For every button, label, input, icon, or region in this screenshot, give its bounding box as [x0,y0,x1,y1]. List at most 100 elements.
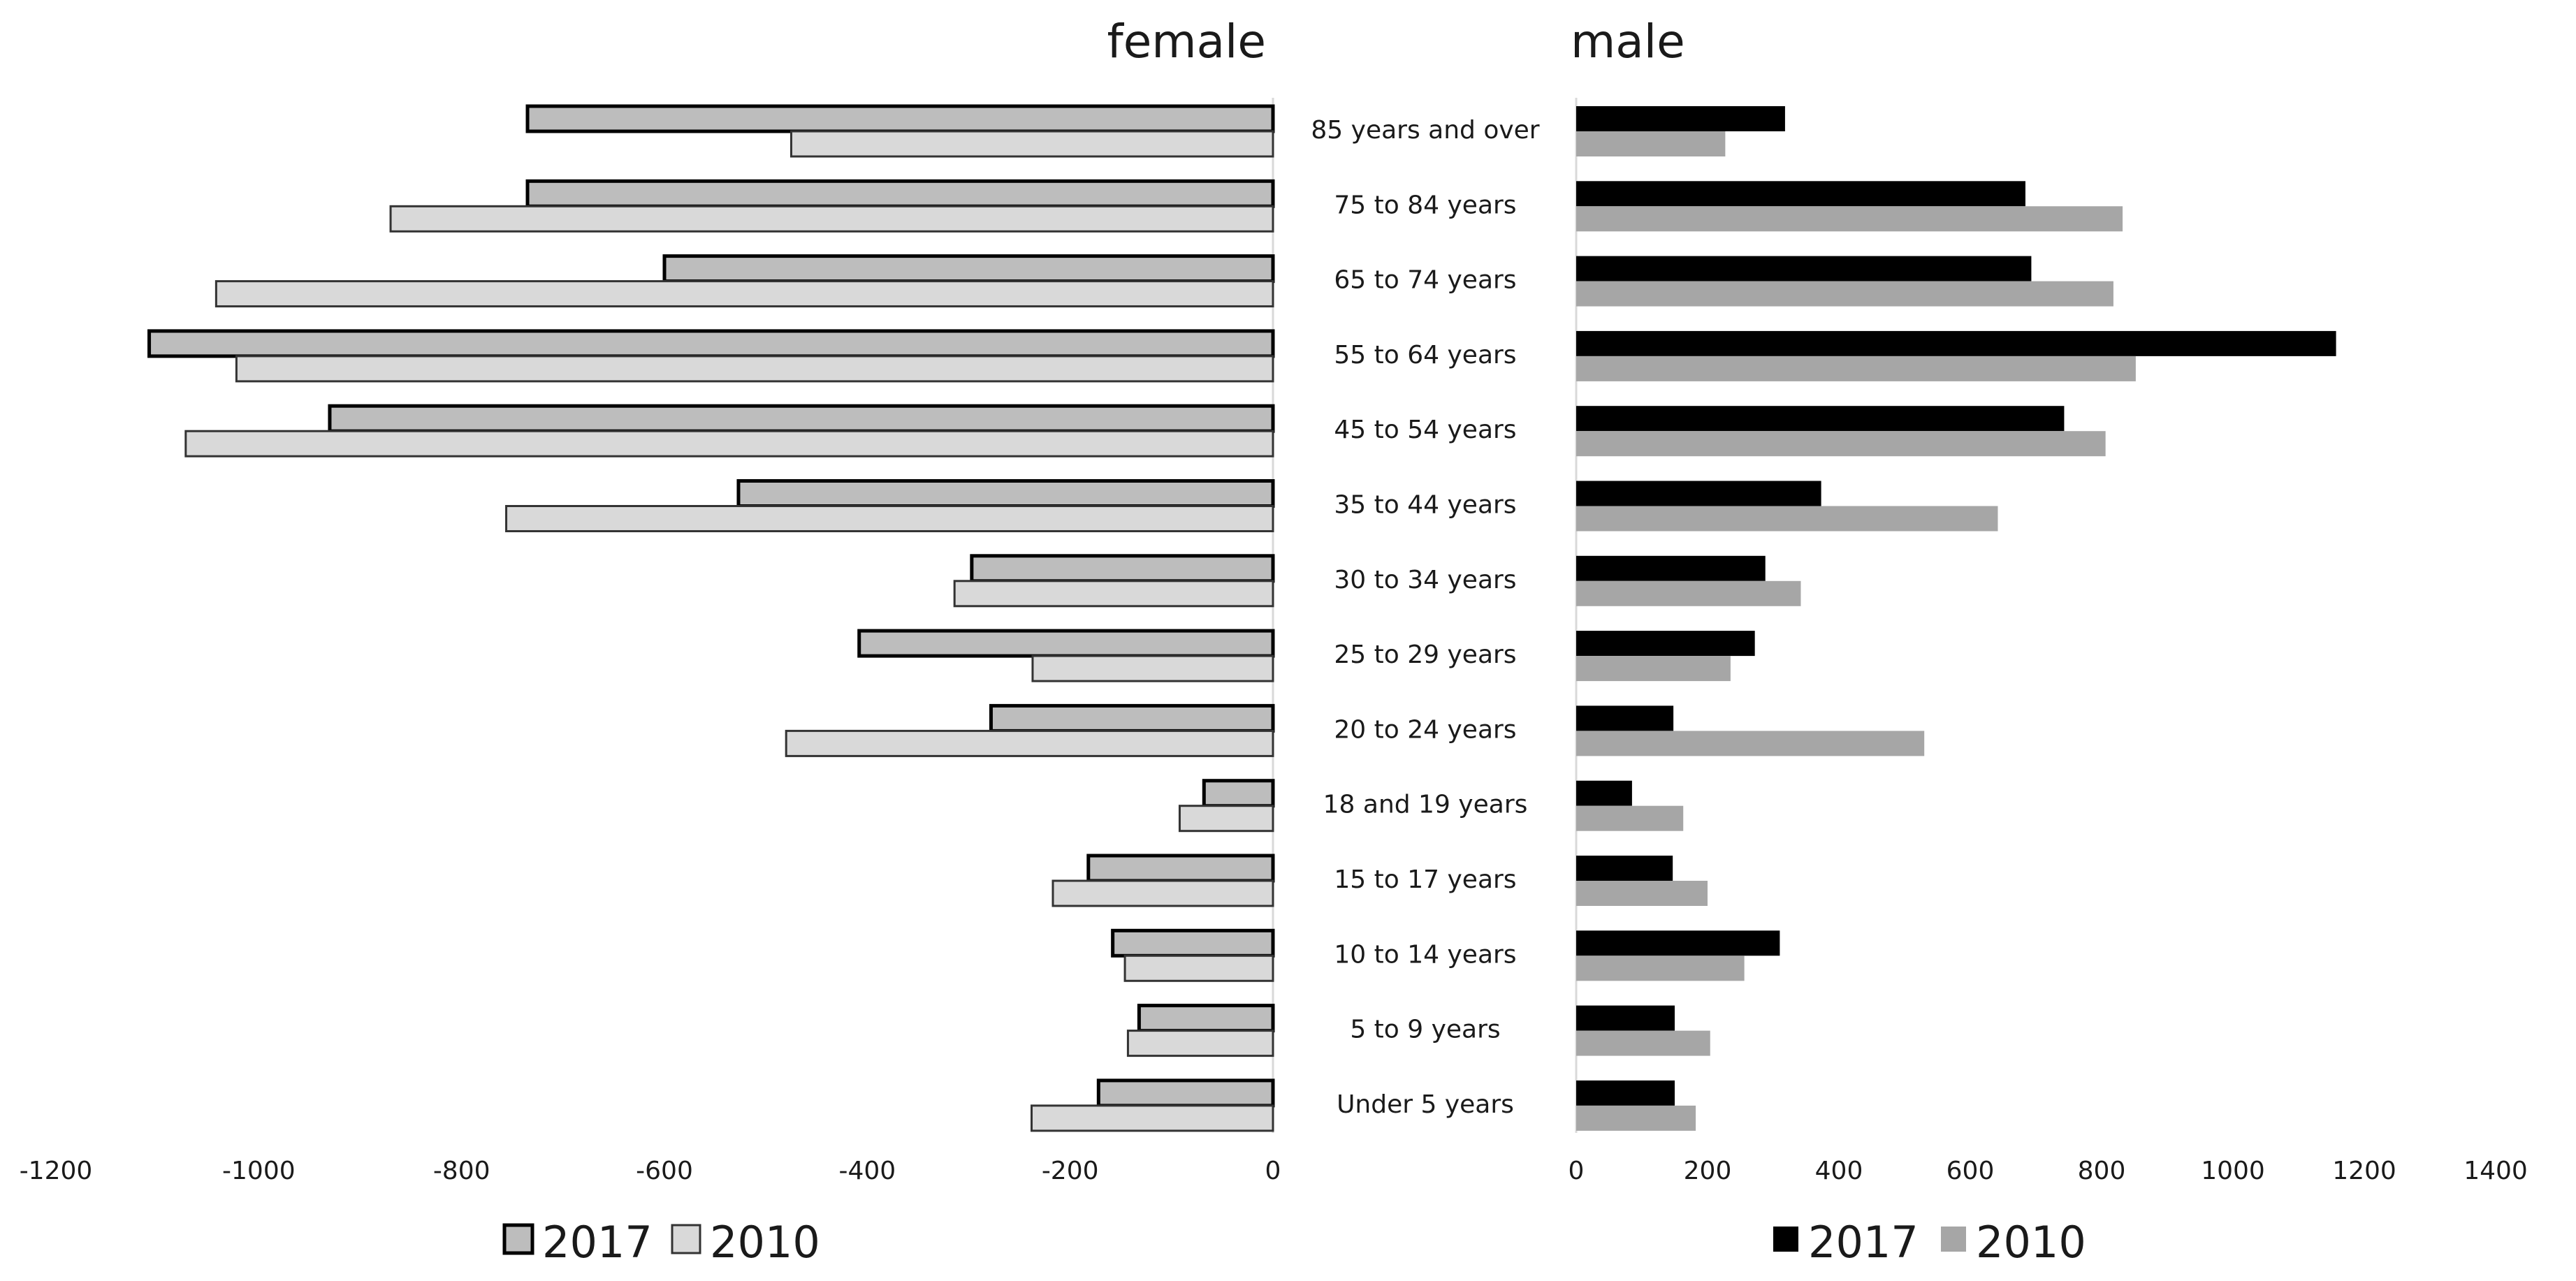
female-legend: 2017 2010 [502,1217,820,1268]
female-bar-2010-85-years-and-over [789,130,1274,158]
female-bar-2017-45-to-54-years [328,404,1275,433]
category-label-75-to-84-years: 75 to 84 years [1334,191,1516,219]
male-bar-2010-75-to-84-years [1576,206,2123,232]
female-bar-2017-75-to-84-years [525,179,1275,208]
female-legend-swatch-2010 [671,1224,701,1254]
female-bar-2010-under-5-years [1031,1104,1274,1132]
male-tick-label: 600 [1946,1157,1995,1185]
female-bar-2010-10-to-14-years [1123,954,1274,982]
male-bar-2017-10-to-14-years [1576,930,1780,956]
male-bar-2017-35-to-44-years [1576,481,1821,506]
category-label-35-to-44-years: 35 to 44 years [1334,491,1516,520]
female-tick-label: -800 [433,1157,490,1185]
female-panel: female -1200 -1000 -800 -600 -400 -200 0 [20,15,1281,1185]
male-bar-2010-55-to-64-years [1576,356,2136,381]
male-bar-2010-65-to-74-years [1576,281,2113,307]
female-ticks: -1200 -1000 -800 -600 -400 -200 0 [20,1157,1281,1185]
male-legend: 2017 2010 [1773,1217,2086,1268]
male-bar-2017-25-to-29-years [1576,631,1755,657]
female-legend-swatch-2017 [502,1223,534,1255]
female-bar-2017-35-to-44-years [736,479,1275,508]
male-title: male [1571,15,1685,68]
male-bar-2017-55-to-64-years [1576,330,2336,356]
male-tick-label: 1000 [2201,1157,2265,1185]
female-bar-2010-30-to-34-years [953,580,1274,608]
female-tick-label: -200 [1042,1157,1099,1185]
female-bar-2017-5-to-9-years [1137,1004,1275,1033]
category-label-18-and-19-years: 18 and 19 years [1323,791,1528,819]
male-panel: male 0 200 400 600 800 1000 1200 1400 [1569,15,2528,1185]
female-bar-2010-20-to-24-years [785,729,1274,757]
male-bar-2010-30-to-34-years [1576,580,1801,606]
male-legend-swatch-2010 [1941,1227,1966,1252]
female-bar-2010-35-to-44-years [505,505,1274,532]
male-bar-2010-5-to-9-years [1576,1030,1710,1056]
female-bar-2010-65-to-74-years [214,280,1274,308]
category-label-30-to-34-years: 30 to 34 years [1334,566,1516,594]
male-bar-2017-65-to-74-years [1576,256,2032,281]
male-tick-label: 400 [1815,1157,1863,1185]
female-bar-2017-85-years-and-over [525,104,1275,133]
female-legend-label-2010: 2010 [710,1217,820,1268]
male-bars [1576,106,2336,1131]
male-bar-2017-18-and-19-years [1576,780,1632,806]
male-bar-2017-5-to-9-years [1576,1005,1675,1031]
female-tick-label: 0 [1265,1157,1281,1185]
category-label-under-5-years: Under 5 years [1337,1090,1514,1119]
male-bar-2010-25-to-29-years [1576,656,1731,682]
female-bar-2017-10-to-14-years [1111,928,1275,958]
female-bar-2010-25-to-29-years [1031,654,1274,682]
male-ticks: 0 200 400 600 800 1000 1200 1400 [1569,1157,2528,1185]
female-tick-label: -400 [838,1157,896,1185]
male-legend-label-2010: 2010 [1976,1217,2086,1268]
category-label-55-to-64-years: 55 to 64 years [1334,341,1516,369]
female-bar-2017-under-5-years [1096,1078,1275,1108]
category-label-15-to-17-years: 15 to 17 years [1334,865,1516,894]
female-legend-label-2017: 2017 [542,1217,653,1268]
male-bar-2017-30-to-34-years [1576,555,1766,581]
category-label-45-to-54-years: 45 to 54 years [1334,416,1516,444]
male-bar-2010-35-to-44-years [1576,506,1998,532]
female-bar-2017-55-to-64-years [147,329,1275,358]
category-label-5-to-9-years: 5 to 9 years [1350,1016,1500,1044]
female-bar-2017-65-to-74-years [662,254,1275,284]
female-bar-2010-18-and-19-years [1178,805,1274,833]
male-bar-2017-20-to-24-years [1576,705,1674,731]
male-legend-swatch-2017 [1773,1227,1798,1252]
female-tick-label: -1200 [20,1157,93,1185]
female-bar-2010-15-to-17-years [1051,879,1274,907]
category-label-10-to-14-years: 10 to 14 years [1334,940,1516,969]
male-tick-label: 1400 [2464,1157,2528,1185]
male-bar-2017-85-years-and-over [1576,106,1785,131]
female-title: female [1107,15,1266,68]
male-tick-label: 800 [2078,1157,2126,1185]
male-tick-label: 0 [1569,1157,1585,1185]
category-label-25-to-29-years: 25 to 29 years [1334,640,1516,669]
female-bar-2010-55-to-64-years [235,355,1274,383]
female-bar-2010-5-to-9-years [1126,1030,1274,1057]
male-bar-2017-under-5-years [1576,1080,1675,1106]
female-bar-2017-20-to-24-years [989,703,1275,733]
female-bar-2017-25-to-29-years [857,629,1275,658]
category-label-85-years-and-over: 85 years and over [1311,116,1539,145]
female-bar-2017-15-to-17-years [1086,854,1275,883]
female-bar-2017-30-to-34-years [970,554,1275,583]
male-tick-label: 1200 [2332,1157,2396,1185]
category-label-65-to-74-years: 65 to 74 years [1334,266,1516,295]
male-bar-2010-10-to-14-years [1576,956,1745,981]
female-bars [147,104,1275,1132]
female-tick-label: -1000 [222,1157,296,1185]
male-bar-2010-under-5-years [1576,1105,1696,1131]
male-bar-2010-15-to-17-years [1576,881,1708,906]
male-bar-2010-85-years-and-over [1576,131,1726,156]
male-bar-2010-20-to-24-years [1576,731,1925,756]
male-bar-2017-45-to-54-years [1576,406,2065,432]
female-bar-2010-75-to-84-years [389,205,1274,233]
male-tick-label: 200 [1684,1157,1732,1185]
male-bar-2017-15-to-17-years [1576,856,1673,881]
category-label-20-to-24-years: 20 to 24 years [1334,715,1516,744]
female-bar-2017-18-and-19-years [1202,779,1275,808]
male-legend-label-2017: 2017 [1808,1217,1919,1268]
male-bar-2010-18-and-19-years [1576,805,1684,831]
